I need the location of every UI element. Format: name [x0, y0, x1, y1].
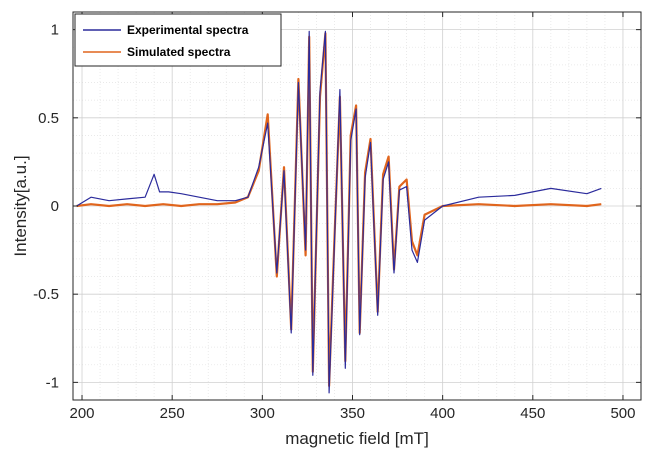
y-tick-label: -1: [46, 374, 59, 391]
x-tick-label: 200: [70, 405, 95, 422]
legend-label-simulated: Simulated spectra: [127, 45, 231, 59]
experimental-spectra-line: [76, 30, 602, 394]
y-tick-label: 0: [51, 198, 59, 215]
x-tick-label: 350: [340, 405, 365, 422]
x-axis: 200 250 300 350 400 450 500: [70, 12, 635, 422]
x-tick-label: 250: [160, 405, 185, 422]
x-tick-label: 400: [430, 405, 455, 422]
legend-box: [74, 13, 282, 67]
x-tick-label: 450: [520, 405, 545, 422]
series-layer: [76, 30, 602, 394]
y-axis-label: Intensity[a.u.]: [11, 155, 30, 256]
legend: Experimental spectra Simulated spectra: [74, 13, 282, 67]
x-axis-label: magnetic field [mT]: [285, 429, 429, 448]
y-tick-label: 0.5: [38, 110, 59, 127]
x-tick-label: 300: [250, 405, 275, 422]
y-axis: -1 -0.5 0 0.5 1: [33, 22, 641, 391]
x-tick-label: 500: [610, 405, 635, 422]
y-tick-label: -0.5: [33, 286, 59, 303]
y-tick-label: 1: [51, 22, 59, 39]
legend-label-experimental: Experimental spectra: [127, 23, 249, 37]
